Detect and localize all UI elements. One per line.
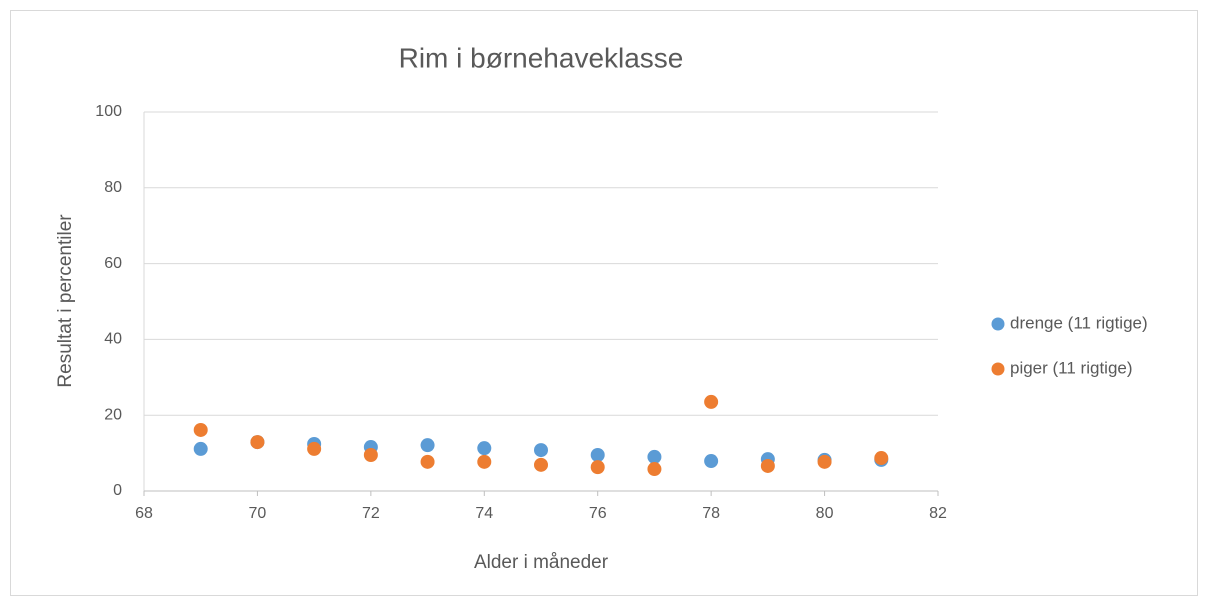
scatter-point [817, 454, 832, 469]
x-tick-label: 70 [249, 505, 267, 522]
y-axis-label: Resultat i percentiler [55, 214, 76, 388]
x-axis-label: Alder i måneder [474, 552, 609, 573]
scatter-point [704, 454, 719, 469]
y-tick-label: 40 [104, 331, 122, 348]
x-tick-label: 68 [135, 505, 153, 522]
y-tick-label: 0 [113, 482, 122, 499]
scatter-point [193, 422, 208, 437]
scatter-point [250, 435, 265, 450]
x-tick-label: 74 [475, 505, 493, 522]
x-tick-label: 72 [362, 505, 380, 522]
scatter-point [590, 460, 605, 475]
scatter-point [647, 449, 662, 464]
legend-label: piger (11 rigtige) [1010, 358, 1133, 377]
y-tick-label: 60 [104, 255, 122, 272]
scatter-point [534, 443, 548, 458]
legend-marker [991, 362, 1005, 376]
x-tick-label: 82 [929, 505, 947, 522]
scatter-point [647, 462, 662, 477]
scatter-point [477, 454, 492, 469]
y-tick-label: 100 [95, 103, 122, 120]
scatter-point [760, 458, 775, 473]
chart-title: Rim i børnehaveklasse [399, 42, 684, 73]
scatter-point [420, 438, 435, 453]
y-tick-label: 80 [104, 179, 122, 196]
legend-label: drenge (11 rigtige) [1010, 313, 1148, 332]
x-tick-label: 76 [589, 505, 607, 522]
scatter-point [590, 447, 605, 462]
scatter-point [307, 441, 322, 456]
scatter-point [193, 441, 208, 456]
x-tick-label: 80 [816, 505, 834, 522]
chart-frame [10, 10, 1198, 596]
scatter-point [477, 441, 492, 456]
y-tick-label: 20 [104, 406, 122, 423]
x-tick-label: 78 [702, 505, 720, 522]
scatter-point [704, 394, 719, 409]
scatter-point [534, 457, 548, 472]
legend-marker [991, 317, 1005, 331]
scatter-point [363, 447, 378, 462]
scatter-point [874, 451, 889, 466]
scatter-point [420, 454, 435, 469]
